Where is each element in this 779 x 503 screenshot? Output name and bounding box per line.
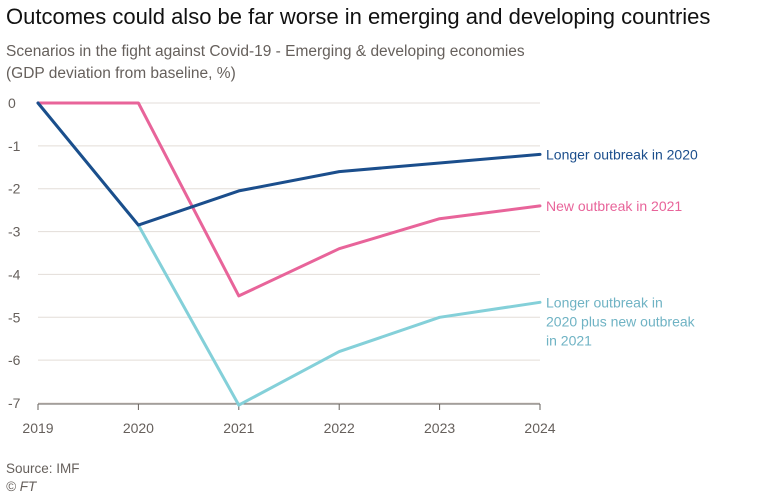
x-tick-label-0: 2019 (22, 420, 53, 436)
subtitle-line-1: Scenarios in the fight against Covid-19 … (6, 43, 525, 60)
y-tick-label-0: 0 (8, 95, 16, 111)
y-axis-labels: 0 -1 -2 -3 -4 -5 -6 -7 (8, 95, 21, 411)
grid-lines (38, 102, 540, 404)
x-tick-label-1: 2020 (123, 420, 154, 436)
series-label-2: Longer outbreak in 2020 plus new outbreak… (546, 294, 696, 348)
y-tick-label-7: -7 (8, 395, 21, 411)
series-line-1 (36, 101, 542, 298)
series-label-0-line-0: Longer outbreak in 2020 (546, 146, 698, 162)
x-tick-label-4: 2023 (424, 420, 455, 436)
x-tick-label-2: 2021 (223, 420, 254, 436)
y-tick-label-2: -2 (8, 181, 21, 197)
credit-note: © FT (6, 479, 37, 494)
series-label-1: New outbreak in 2021 (546, 198, 682, 214)
series-label-2-line-0: Longer outbreak in (546, 294, 663, 310)
y-tick-label-4: -4 (8, 266, 21, 282)
y-tick-label-1: -1 (8, 138, 21, 154)
y-tick-label-3: -3 (8, 224, 21, 240)
x-axis: 2019 2020 2021 2022 2023 2024 (22, 403, 556, 436)
series-labels: Longer outbreak in 2020 New outbreak in 2… (546, 146, 698, 348)
source-note: Source: IMF (6, 461, 80, 476)
series-label-2-line-1: 2020 plus new outbreak (546, 313, 696, 329)
y-tick-label-6: -6 (8, 352, 21, 368)
x-tick-label-5: 2024 (524, 420, 555, 436)
series-line-0 (36, 101, 542, 227)
subtitle-line-2: (GDP deviation from baseline, %) (6, 65, 236, 82)
series-label-2-line-2: in 2021 (546, 332, 592, 348)
chart-footer: Source: IMF © FT (6, 460, 80, 496)
chart-subtitle: Scenarios in the fight against Covid-19 … (6, 41, 525, 85)
series-label-1-line-0: New outbreak in 2021 (546, 198, 682, 214)
chart-title: Outcomes could also be far worse in emer… (6, 4, 711, 29)
series-lines (36, 101, 542, 407)
series-label-0: Longer outbreak in 2020 (546, 146, 698, 162)
x-tick-label-3: 2022 (324, 420, 355, 436)
y-tick-label-5: -5 (8, 309, 21, 325)
